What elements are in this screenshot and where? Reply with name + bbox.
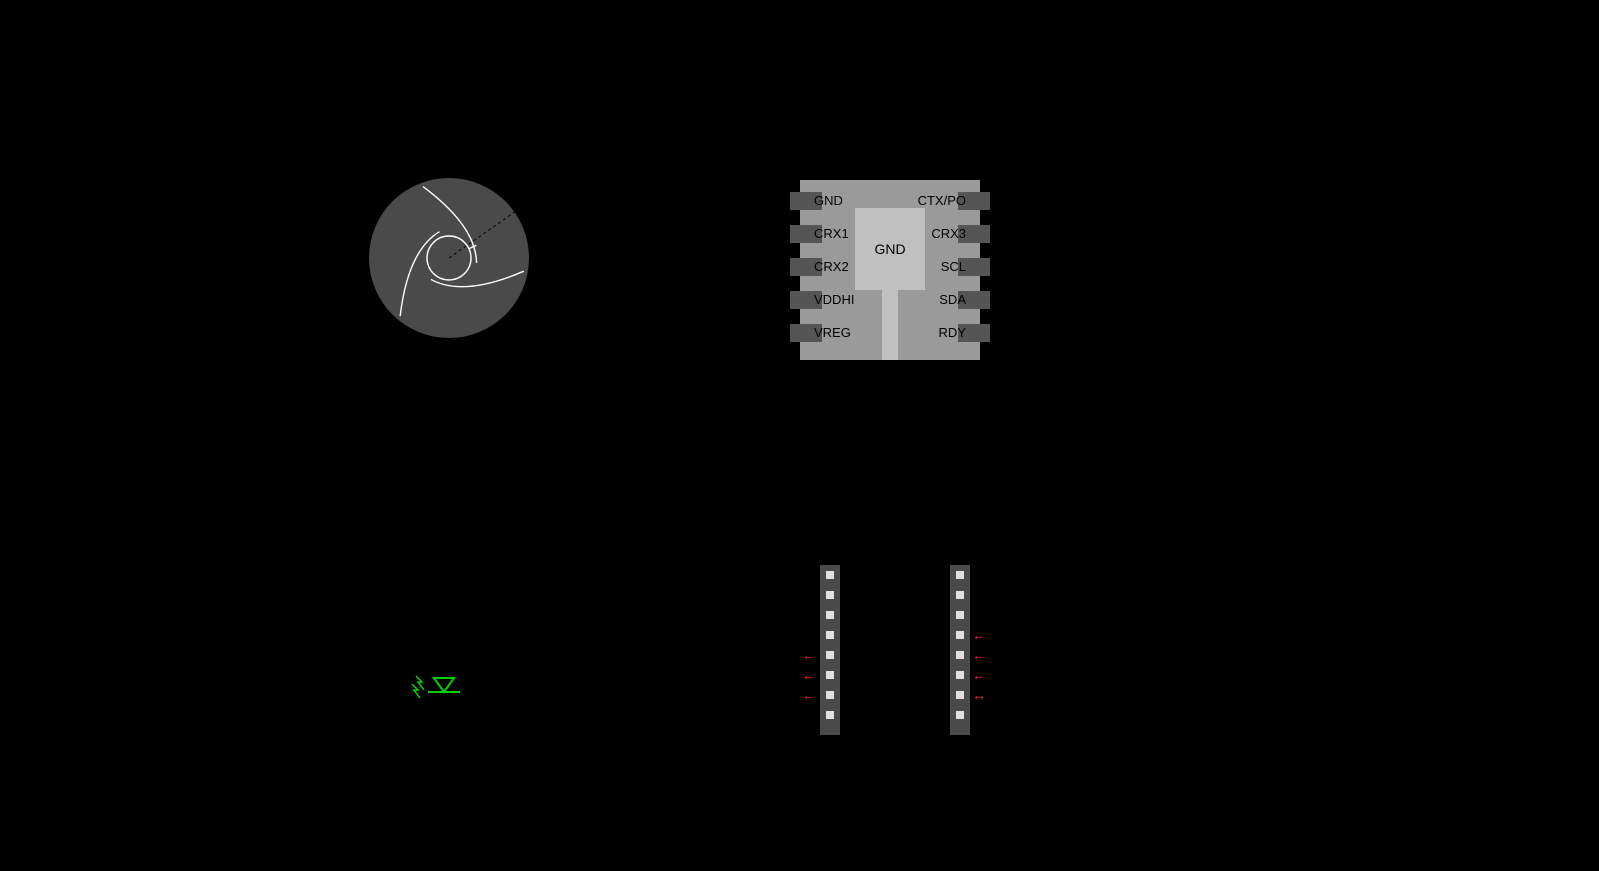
header-pin-hole [826, 691, 834, 699]
chip-pin-label: RDY [939, 325, 966, 340]
chip-thermal-pad-finger [882, 290, 898, 360]
ic-chip: GND GND CRX1 CRX2 VDDHI VREG CTX/PO CRX3 SCL SDA… [800, 180, 980, 360]
header-pin-hole [956, 631, 964, 639]
header-pin-hole [956, 591, 964, 599]
chip-pin-label: GND [814, 193, 843, 208]
chip-pin-label: CTX/PO [918, 193, 966, 208]
chip-pad-label: GND [874, 241, 905, 257]
signal-arrow-icon: ← [972, 668, 986, 682]
header-pin-hole [956, 611, 964, 619]
canvas: GND GND CRX1 CRX2 VDDHI VREG CTX/PO CRX3 SCL SDA… [0, 0, 1599, 871]
chip-pin-label: CRX3 [931, 226, 966, 241]
chip-pin-label: CRX1 [814, 226, 849, 241]
chip-pin-label: CRX2 [814, 259, 849, 274]
chip-pin-label: VREG [814, 325, 851, 340]
pin-header-right [950, 565, 970, 735]
header-pin-hole [956, 651, 964, 659]
header-pin-hole [826, 591, 834, 599]
pin-header-left [820, 565, 840, 735]
header-pin-hole [826, 651, 834, 659]
header-pin-hole [826, 631, 834, 639]
signal-arrow-icon: ← [972, 628, 986, 642]
signal-arrow-icon: ← [972, 648, 986, 662]
photodiode-symbol [410, 672, 470, 702]
header-pin-hole [956, 571, 964, 579]
header-pin-hole [826, 711, 834, 719]
signal-arrow-icon: ← [802, 648, 816, 662]
header-pin-hole [956, 671, 964, 679]
chip-thermal-pad: GND [855, 208, 925, 290]
signal-arrow-icon: ↔ [972, 688, 986, 702]
header-pin-hole [826, 571, 834, 579]
header-pin-hole [956, 691, 964, 699]
header-pin-hole [826, 671, 834, 679]
header-pin-hole [956, 711, 964, 719]
header-pin-hole [826, 611, 834, 619]
chip-pin-label: VDDHI [814, 292, 854, 307]
chip-pin-label: SDA [939, 292, 966, 307]
signal-arrow-icon: ← [802, 688, 816, 702]
signal-arrow-icon: ← [802, 668, 816, 682]
shutter-diagram [0, 0, 1599, 871]
chip-pin-label: SCL [941, 259, 966, 274]
